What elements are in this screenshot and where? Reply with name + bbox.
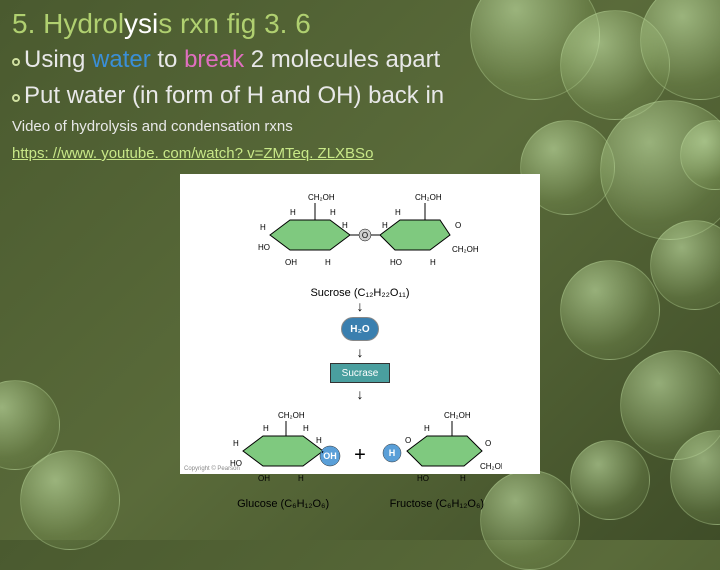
hydrolysis-diagram: O CH₂OH CH₂OH H HO OH H H H H H H HO [180,174,540,474]
svg-text:H: H [430,258,436,267]
oh-badge: OH [323,451,337,461]
svg-text:CH₂OH: CH₂OH [480,462,502,471]
svg-text:H: H [325,258,331,267]
svg-text:HO: HO [258,243,270,252]
bullet-icon [12,58,20,66]
bullet-icon [12,94,20,102]
svg-text:H: H [382,221,388,230]
svg-text:CH₂OH: CH₂OH [415,193,442,202]
svg-text:CH₂OH: CH₂OH [444,411,471,420]
svg-text:CH₂OH: CH₂OH [278,411,305,420]
h-badge: H [389,448,396,458]
svg-text:H: H [303,424,309,433]
svg-text:CH₂OH: CH₂OH [308,193,335,202]
sucrose-structure: O CH₂OH CH₂OH H HO OH H H H H H H HO [230,180,490,280]
bullet-2-text: Put water (in form of H and OH) back in [24,82,444,110]
svg-text:H: H [233,439,239,448]
title-part1: 5. Hydrol [12,8,124,39]
water-badge: H₂O [341,317,379,341]
svg-text:H: H [290,208,296,217]
svg-text:O: O [405,436,411,445]
video-caption: Video of hydrolysis and condensation rxn… [12,118,708,135]
svg-text:O: O [362,231,368,240]
svg-text:OH: OH [285,258,297,267]
title-part2: s rxn fig 3. 6 [158,8,311,39]
plus-sign: + [354,444,366,467]
svg-text:H: H [316,436,322,445]
svg-text:H: H [260,223,266,232]
bullet-2: Put water (in form of H and OH) back in [12,82,708,110]
youtube-link[interactable]: https: //www. youtube. com/watch? v=ZMTe… [12,145,708,162]
svg-text:O: O [455,221,461,230]
sucrose-label: Sucrose (C₁₂H₂₂O₁₁) [230,287,490,299]
fructose-label: Fructose (C₆H₁₂O₆) [372,498,502,510]
bullet-1-pink: break [184,46,244,73]
svg-text:HO: HO [390,258,402,267]
svg-text:H: H [263,424,269,433]
svg-text:CH₂OH: CH₂OH [452,245,479,254]
svg-text:H: H [298,474,304,483]
bullet-1: Using water to break 2 molecules apart [12,46,708,74]
svg-text:H: H [330,208,336,217]
slide-title: 5. Hydrolysis rxn fig 3. 6 [12,8,708,40]
glucose-structure: CH₂OH H HO OH H H H H OH [218,401,348,491]
arrow-icon: ↓ [180,299,540,313]
svg-text:OH: OH [258,474,270,483]
bullet-1-mid: to [151,46,184,73]
copyright-text: Copyright © Pearson [184,466,240,472]
svg-text:HO: HO [417,474,429,483]
svg-text:H: H [395,208,401,217]
svg-text:O: O [485,439,491,448]
glucose-label: Glucose (C₆H₁₂O₆) [218,498,348,510]
bullet-1-pre: Using [24,46,92,73]
enzyme-badge: Sucrase [330,363,390,383]
svg-text:H: H [424,424,430,433]
title-white: ysi [124,8,158,39]
arrow-icon: ↓ [180,387,540,401]
svg-text:H: H [342,221,348,230]
arrow-icon: ↓ [180,345,540,359]
fructose-structure: CH₂OH H O H HO H O CH₂OH [372,401,502,491]
svg-text:H: H [460,474,466,483]
bullet-1-blue: water [92,46,151,73]
bullet-1-post: 2 molecules apart [244,46,440,73]
